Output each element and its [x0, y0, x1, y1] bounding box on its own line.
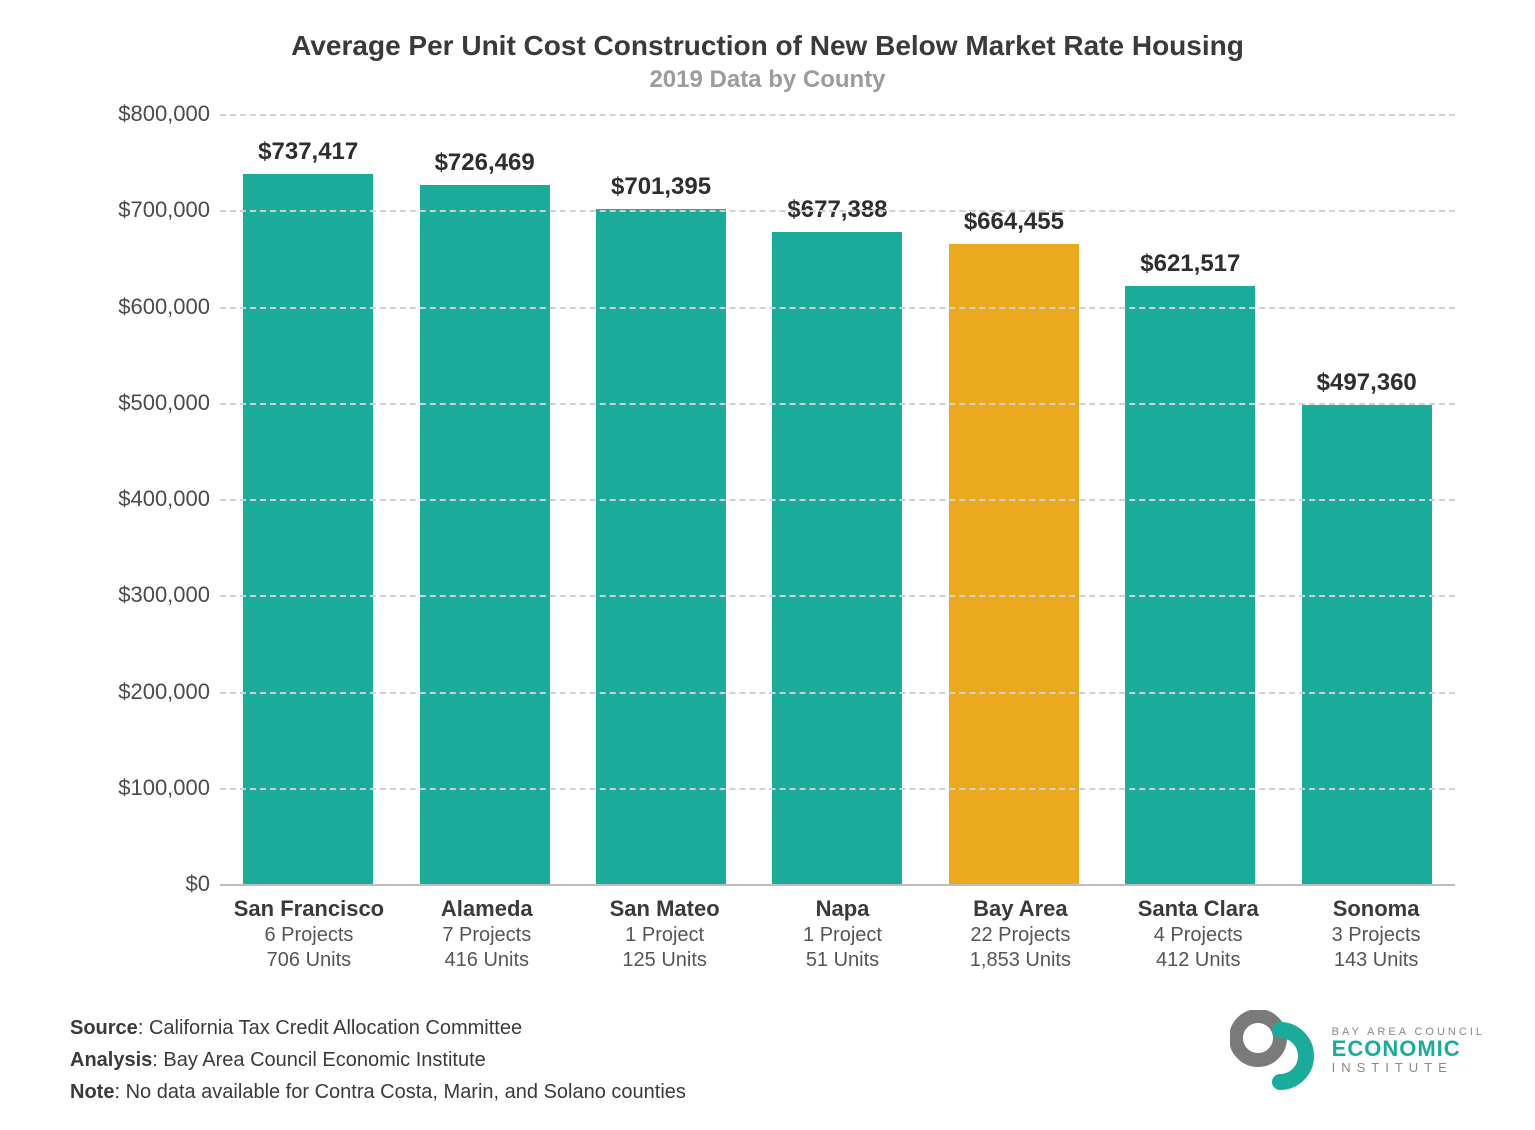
logo: BAY AREA COUNCIL ECONOMIC INSTITUTE: [1230, 1010, 1485, 1090]
analysis-text: Bay Area Council Economic Institute: [163, 1049, 485, 1071]
x-category-units: 412 Units: [1109, 949, 1287, 972]
bar: [1302, 405, 1432, 884]
x-category-units: 143 Units: [1287, 949, 1465, 972]
y-tick-label: $0: [186, 871, 210, 897]
y-tick-label: $300,000: [118, 582, 210, 608]
chart-subtitle: 2019 Data by County: [40, 66, 1495, 94]
gridline: [220, 403, 1455, 405]
y-axis: $0$100,000$200,000$300,000$400,000$500,0…: [70, 114, 210, 884]
x-category-units: 416 Units: [398, 949, 576, 972]
y-tick-label: $400,000: [118, 486, 210, 512]
plot-area: $737,417$726,469$701,395$677,388$664,455…: [220, 114, 1455, 884]
gridline: [220, 692, 1455, 694]
x-category-units: 1,853 Units: [931, 949, 1109, 972]
bar-value-label: $497,360: [1317, 369, 1417, 397]
source-label: Source: [70, 1017, 138, 1039]
gridline: [220, 307, 1455, 309]
y-tick-label: $700,000: [118, 197, 210, 223]
x-category-name: Napa: [754, 896, 932, 922]
x-category-units: 706 Units: [220, 949, 398, 972]
x-category-name: Bay Area: [931, 896, 1109, 922]
bar: [772, 232, 902, 884]
gridline: [220, 210, 1455, 212]
x-category-name: San Francisco: [220, 896, 398, 922]
x-category: Santa Clara4 Projects412 Units: [1109, 896, 1287, 972]
x-category-name: Santa Clara: [1109, 896, 1287, 922]
x-category: Napa1 Project51 Units: [754, 896, 932, 972]
bar-value-label: $621,517: [1140, 250, 1240, 278]
bar: [1125, 286, 1255, 884]
y-tick-label: $500,000: [118, 390, 210, 416]
gridline: [220, 114, 1455, 116]
x-category-units: 51 Units: [754, 949, 932, 972]
note-label: Note: [70, 1081, 114, 1103]
bar-value-label: $737,417: [258, 138, 358, 166]
source-text: California Tax Credit Allocation Committ…: [149, 1017, 522, 1039]
bar-value-label: $701,395: [611, 173, 711, 201]
bar-value-label: $726,469: [435, 149, 535, 177]
x-category-projects: 4 Projects: [1109, 924, 1287, 947]
x-category-name: Sonoma: [1287, 896, 1465, 922]
y-tick-label: $600,000: [118, 294, 210, 320]
gridline: [220, 595, 1455, 597]
note-text: No data available for Contra Costa, Mari…: [126, 1081, 686, 1103]
x-category: Sonoma3 Projects143 Units: [1287, 896, 1465, 972]
y-tick-label: $200,000: [118, 679, 210, 705]
logo-mark-icon: [1230, 1010, 1320, 1090]
bar-value-label: $664,455: [964, 208, 1064, 236]
chart-title: Average Per Unit Cost Construction of Ne…: [40, 30, 1495, 62]
x-category: Alameda7 Projects416 Units: [398, 896, 576, 972]
logo-line2: ECONOMIC: [1332, 1038, 1485, 1060]
bar: [243, 174, 373, 884]
x-category-name: Alameda: [398, 896, 576, 922]
title-block: Average Per Unit Cost Construction of Ne…: [40, 30, 1495, 94]
analysis-label: Analysis: [70, 1049, 152, 1071]
logo-text: BAY AREA COUNCIL ECONOMIC INSTITUTE: [1332, 1026, 1485, 1075]
x-category-name: San Mateo: [576, 896, 754, 922]
x-axis: San Francisco6 Projects706 UnitsAlameda7…: [220, 896, 1465, 972]
gridline: [220, 499, 1455, 501]
x-category-projects: 1 Project: [576, 924, 754, 947]
bar: [420, 185, 550, 884]
x-category-projects: 22 Projects: [931, 924, 1109, 947]
x-category: San Francisco6 Projects706 Units: [220, 896, 398, 972]
y-tick-label: $800,000: [118, 101, 210, 127]
gridline: [220, 788, 1455, 790]
bar: [596, 209, 726, 884]
x-category-projects: 1 Project: [754, 924, 932, 947]
x-category-projects: 6 Projects: [220, 924, 398, 947]
x-category-units: 125 Units: [576, 949, 754, 972]
baseline: [220, 884, 1455, 886]
chart-area: $0$100,000$200,000$300,000$400,000$500,0…: [70, 114, 1465, 884]
x-category: San Mateo1 Project125 Units: [576, 896, 754, 972]
y-tick-label: $100,000: [118, 775, 210, 801]
logo-line3: INSTITUTE: [1332, 1060, 1485, 1075]
x-category: Bay Area22 Projects1,853 Units: [931, 896, 1109, 972]
x-category-projects: 7 Projects: [398, 924, 576, 947]
x-category-projects: 3 Projects: [1287, 924, 1465, 947]
